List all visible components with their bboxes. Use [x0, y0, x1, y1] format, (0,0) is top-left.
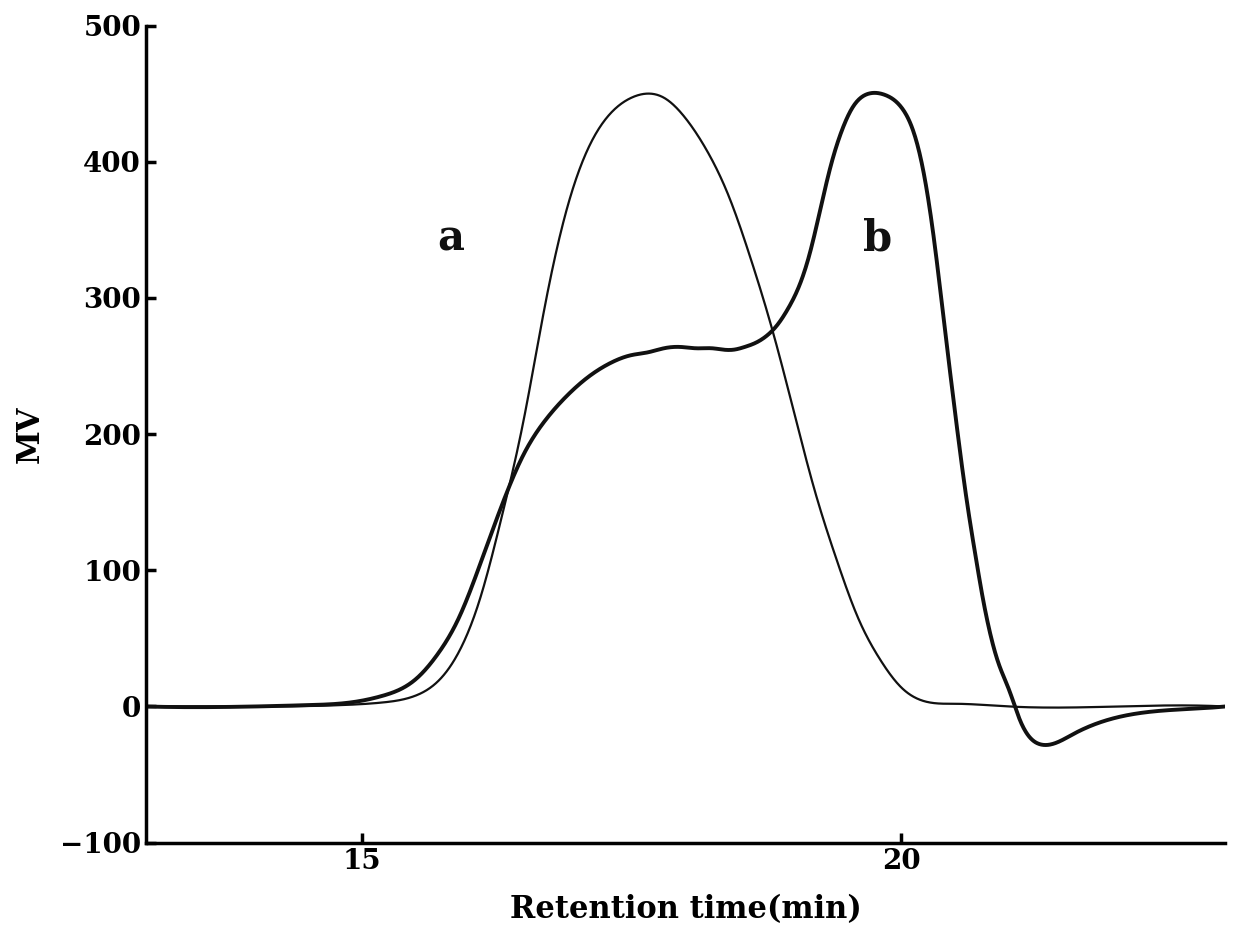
Text: b: b	[863, 217, 893, 259]
Y-axis label: MV: MV	[15, 405, 46, 462]
Text: a: a	[438, 217, 464, 259]
X-axis label: Retention time(min): Retention time(min)	[510, 894, 862, 925]
